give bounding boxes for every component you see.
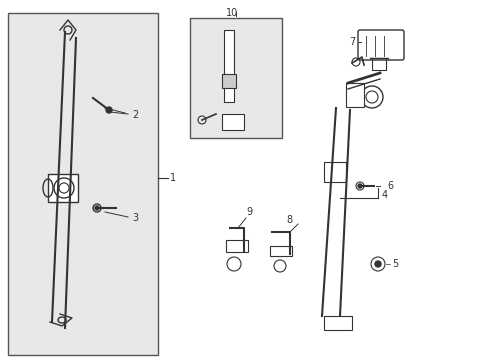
Text: 7: 7 <box>349 37 355 47</box>
Bar <box>224 30 234 102</box>
Circle shape <box>375 261 381 267</box>
Bar <box>324 316 352 330</box>
Text: 5: 5 <box>392 259 398 269</box>
Text: 3: 3 <box>132 213 138 223</box>
Bar <box>270 246 292 256</box>
Bar <box>346 83 364 107</box>
FancyBboxPatch shape <box>190 18 282 138</box>
Bar <box>222 114 244 130</box>
Bar <box>226 240 248 252</box>
Bar <box>48 174 78 202</box>
Circle shape <box>358 184 362 188</box>
Text: 2: 2 <box>132 110 138 120</box>
Text: 6: 6 <box>387 181 393 191</box>
Circle shape <box>106 107 112 113</box>
FancyBboxPatch shape <box>358 30 404 60</box>
Text: 8: 8 <box>286 215 292 225</box>
Circle shape <box>95 206 99 210</box>
Bar <box>324 162 346 182</box>
Bar <box>222 74 236 88</box>
Text: 4: 4 <box>382 190 388 200</box>
Text: 10: 10 <box>226 8 238 18</box>
Text: 1: 1 <box>170 173 176 183</box>
Text: 9: 9 <box>246 207 252 217</box>
FancyBboxPatch shape <box>8 13 158 355</box>
